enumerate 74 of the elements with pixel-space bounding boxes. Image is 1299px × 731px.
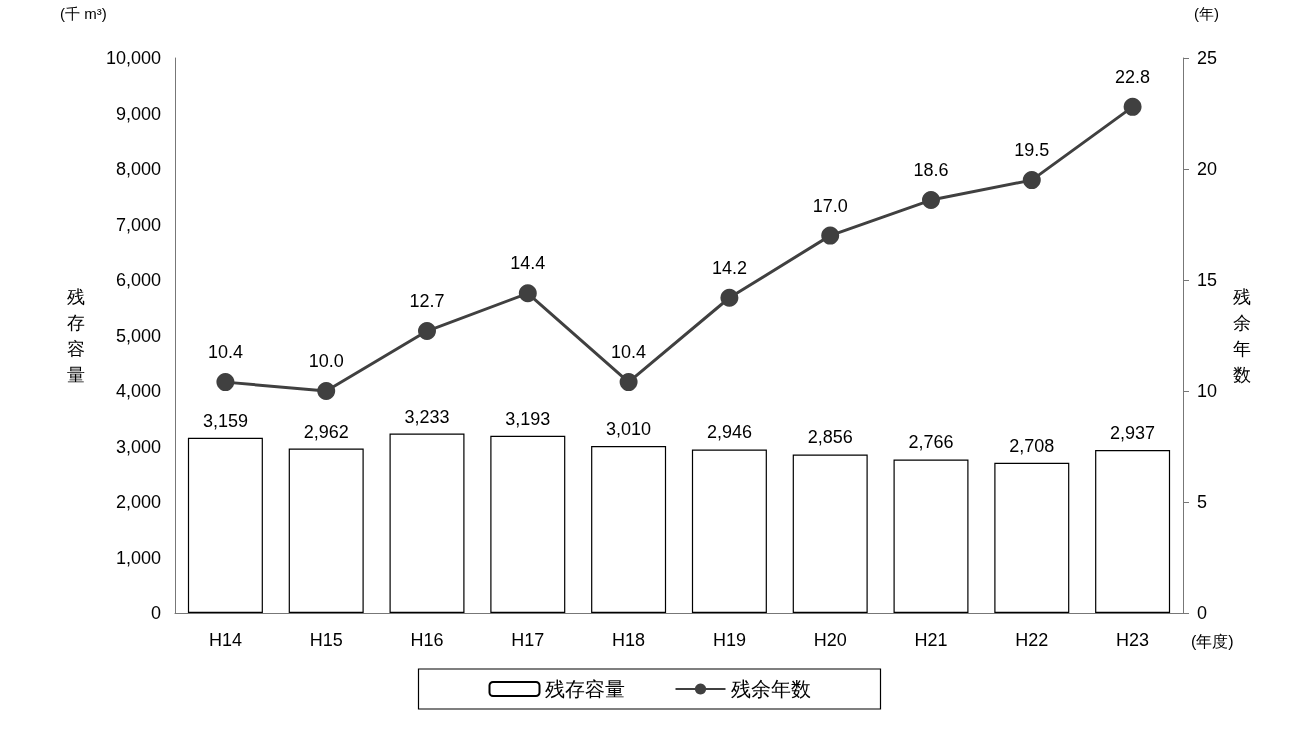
y-tick-label: 1,000 [115, 547, 161, 568]
y-tick-label: 7,000 [115, 214, 161, 235]
data-label: 2,856 [807, 427, 853, 448]
data-label: 3,010 [606, 418, 652, 439]
data-label: 3,233 [404, 406, 450, 427]
data-label: 18.6 [913, 160, 949, 181]
point [922, 191, 940, 210]
data-label: 10.4 [611, 342, 647, 363]
data-label: 12.7 [409, 291, 445, 312]
x-tick-label: H22 [1015, 630, 1049, 650]
point [1123, 97, 1142, 116]
y2-tick-label: 25 [1197, 48, 1218, 68]
data-label: 2,946 [706, 422, 752, 443]
y-tick-label: 10,000 [105, 48, 161, 68]
legend-label: 残余年数 [730, 678, 811, 700]
x-tick-label: H21 [914, 630, 948, 650]
data-label: 2,937 [1110, 423, 1156, 443]
point [720, 288, 739, 307]
data-label: 3,159 [202, 410, 248, 431]
point [619, 373, 638, 392]
point [821, 226, 840, 245]
bar [1095, 450, 1171, 613]
y2-axis-title: 残余年数 [1233, 286, 1251, 385]
data-label: 10.4 [207, 342, 243, 363]
data-label: 2,962 [303, 421, 349, 442]
data-label: 10.0 [308, 351, 344, 371]
y2-tick-label: 0 [1197, 603, 1208, 623]
x-tick-label: H16 [410, 630, 444, 650]
point [518, 284, 537, 303]
y2-tick-label: 5 [1197, 492, 1208, 512]
point [1022, 171, 1041, 190]
y2-tick-label: 15 [1197, 270, 1218, 290]
data-label: 17.0 [812, 195, 848, 216]
legend-label: 残存容量 [544, 678, 625, 700]
x-tick-label: H23 [1116, 630, 1150, 650]
bar [490, 435, 566, 613]
y2-tick-label: 10 [1197, 381, 1218, 401]
bar [994, 462, 1070, 613]
x-axis-title: (年度) [1191, 632, 1234, 650]
x-tick-label: H15 [309, 630, 343, 650]
y-tick-label: 8,000 [115, 159, 161, 179]
bar [691, 449, 767, 613]
data-label: 14.2 [711, 257, 747, 278]
bar [792, 454, 868, 613]
bar [893, 459, 969, 613]
y-tick-label: 6,000 [115, 270, 161, 290]
y-tick-label: 3,000 [115, 436, 161, 457]
data-label: 14.4 [510, 253, 546, 274]
x-tick-label: H18 [612, 630, 646, 650]
y2-tick-label: 20 [1197, 159, 1218, 179]
point [418, 322, 436, 341]
x-tick-label: H20 [813, 630, 847, 650]
point [216, 373, 235, 392]
bar [187, 437, 263, 613]
data-label: 3,193 [505, 408, 551, 429]
data-label: 2,766 [908, 432, 954, 453]
y-tick-label: 9,000 [115, 103, 161, 124]
bar [591, 445, 667, 613]
y-tick-label: 5,000 [115, 325, 161, 346]
bar [389, 433, 465, 613]
y-tick-label: 2,000 [115, 492, 161, 512]
point [317, 382, 336, 400]
text: (年) [1194, 5, 1220, 22]
y-tick-label: 4,000 [115, 381, 161, 401]
x-tick-label: H17 [511, 630, 545, 650]
x-tick-label: H14 [208, 630, 242, 650]
y-tick-label: 0 [150, 603, 161, 623]
y-axis-title: 残存容量 [67, 286, 85, 385]
data-label: 22.8 [1115, 66, 1151, 87]
data-label: 2,708 [1009, 435, 1055, 456]
data-label: 19.5 [1014, 140, 1050, 161]
bar [288, 448, 364, 613]
x-tick-label: H19 [712, 630, 746, 650]
text: (千 m³) [60, 5, 107, 22]
